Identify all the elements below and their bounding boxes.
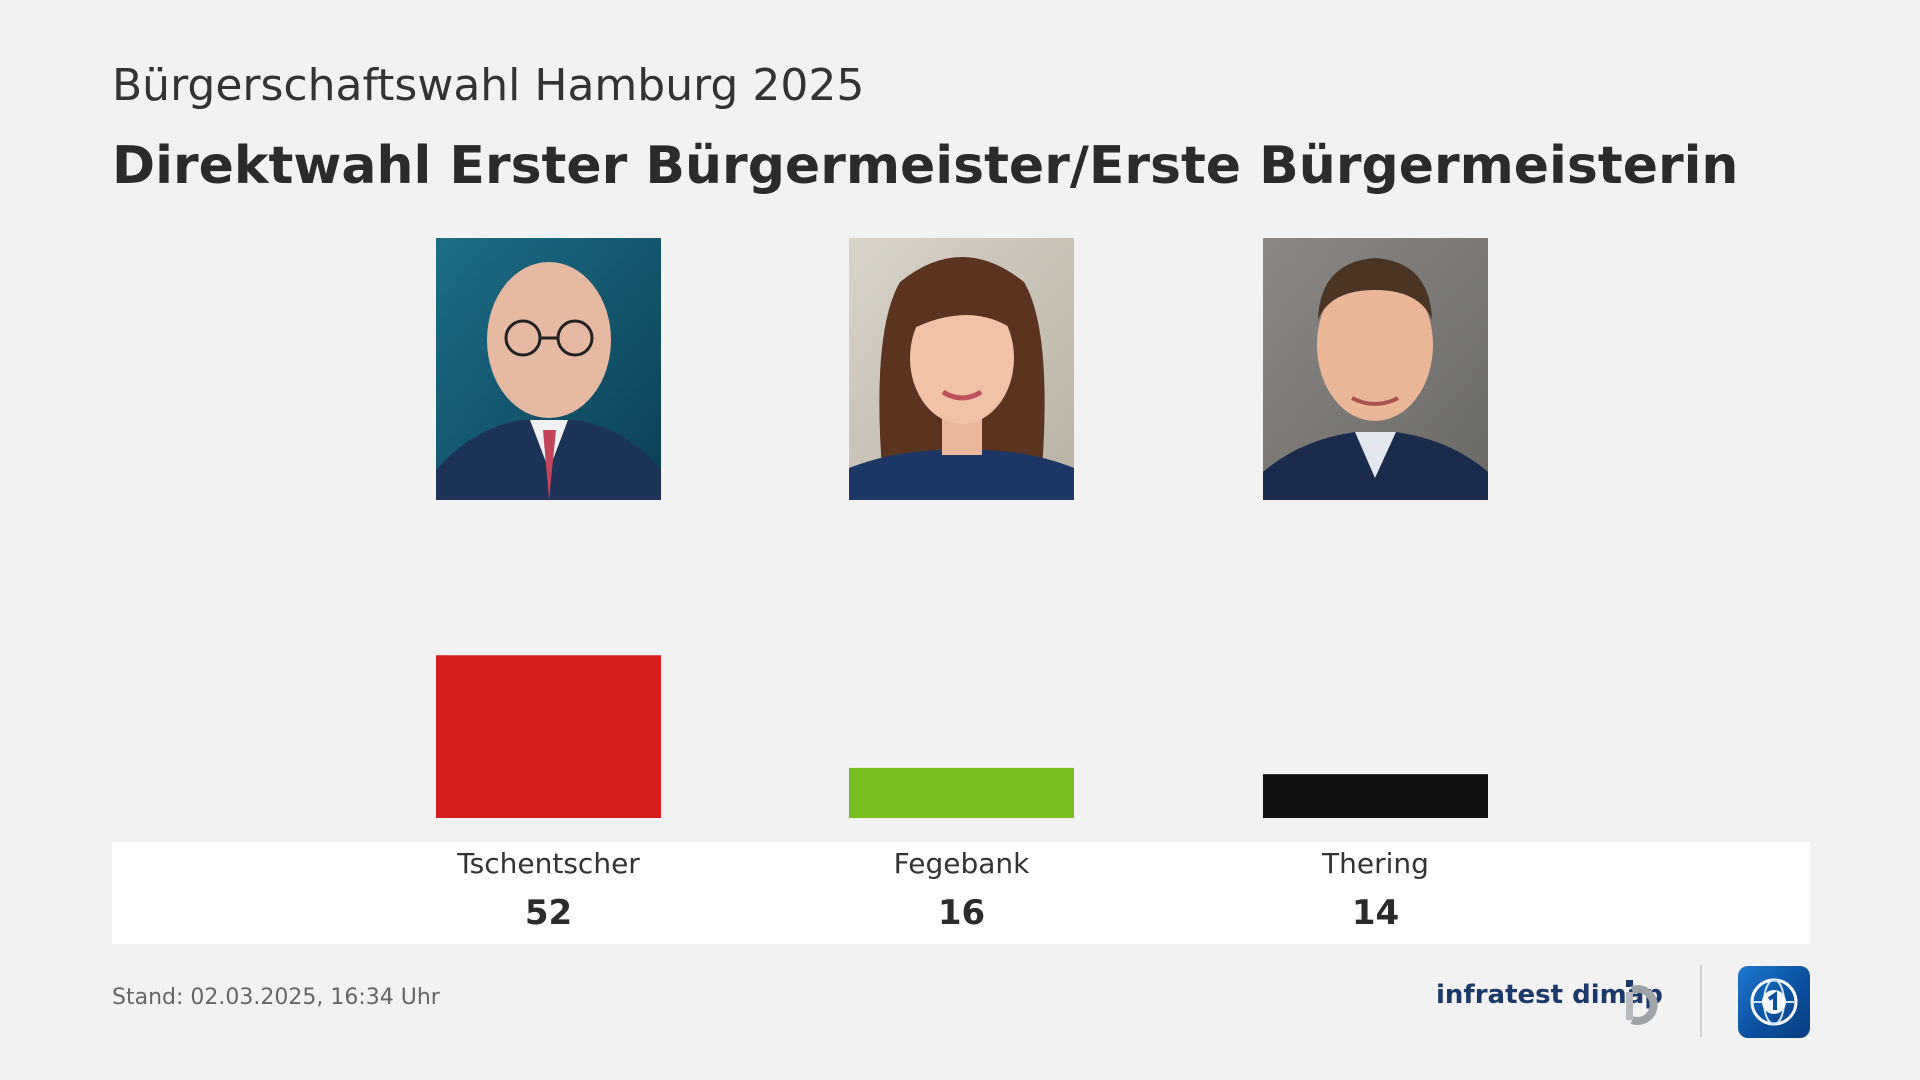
tagesschau-globe-logo-icon — [1738, 966, 1810, 1038]
category-label-tschentscher: Tschentscher — [457, 847, 640, 880]
label-band — [112, 842, 1810, 944]
chart-subtitle: Bürgerschaftswahl Hamburg 2025 — [112, 60, 865, 111]
data-label-fegebank: 16 — [937, 893, 986, 933]
footer-divider — [1700, 965, 1702, 1037]
infratest-dimap-brand: infratest dimap — [1436, 980, 1663, 1010]
bar-fegebank — [849, 767, 1074, 818]
category-label-thering: Thering — [1322, 847, 1429, 880]
category-label-fegebank: Fegebank — [893, 847, 1030, 880]
portrait-fegebank — [849, 238, 1074, 500]
portrait-tschentscher — [436, 238, 661, 500]
bar-chart — [436, 238, 1488, 818]
infratest-dimap-logo-icon — [1626, 980, 1658, 1025]
bar-thering — [1263, 774, 1488, 818]
stand-timestamp: Stand: 02.03.2025, 16:34 Uhr — [112, 985, 440, 1010]
chart-title: Direktwahl Erster Bürgermeister/Erste Bü… — [112, 136, 1739, 196]
bars-group — [436, 655, 1488, 818]
portrait-thering — [1263, 238, 1488, 500]
data-label-tschentscher: 52 — [524, 893, 573, 933]
data-label-thering: 14 — [1351, 893, 1400, 933]
bar-tschentscher — [436, 655, 661, 818]
